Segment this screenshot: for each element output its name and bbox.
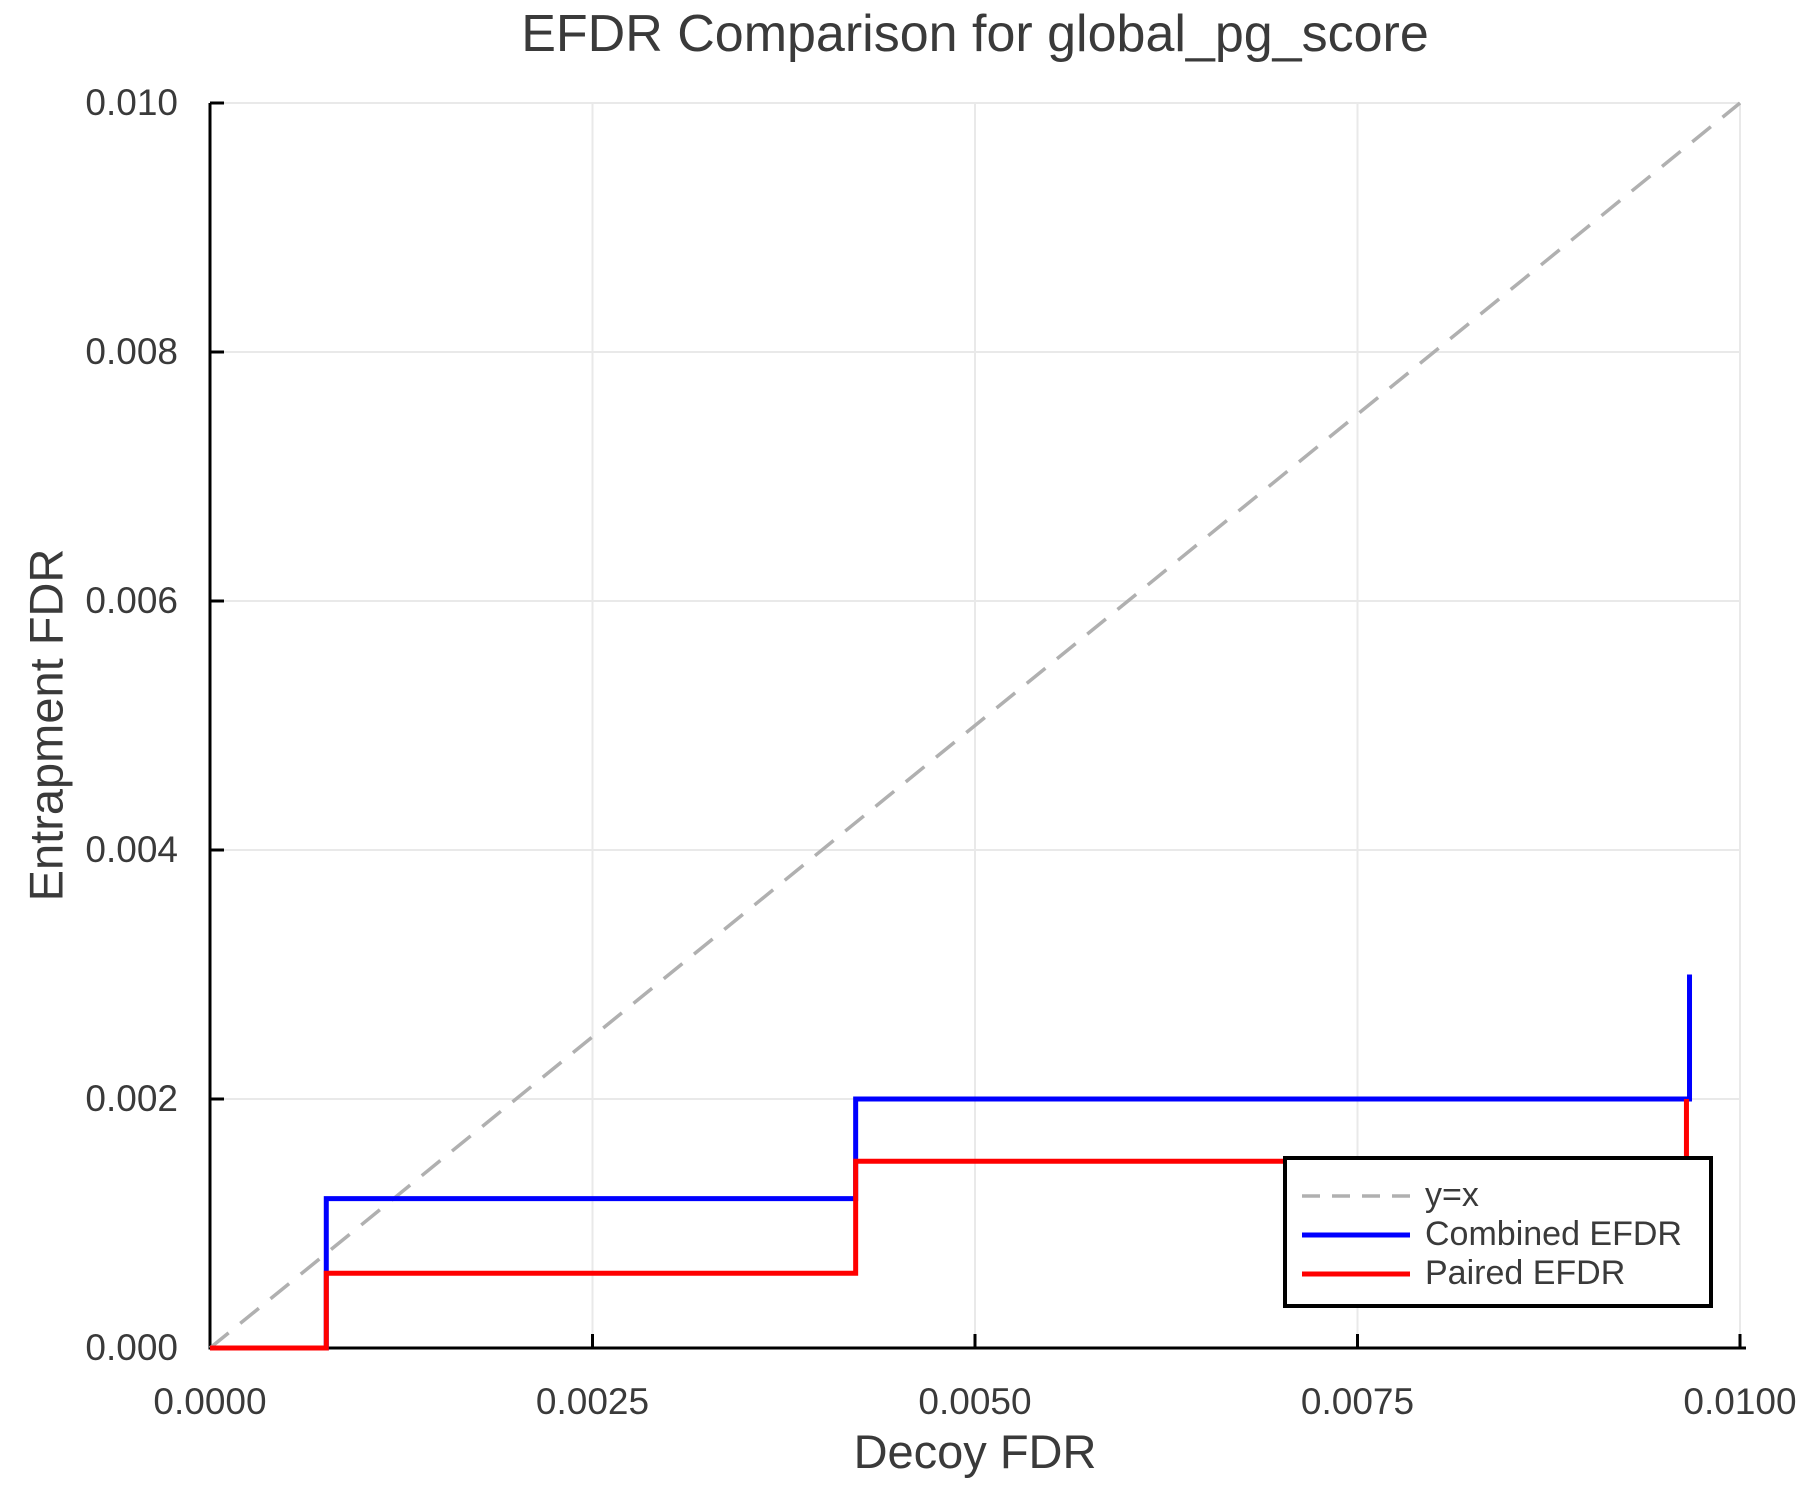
y-tick-label: 0.002: [85, 1078, 178, 1119]
legend-row-paired-efdr: Paired EFDR: [1300, 1254, 1709, 1293]
legend-label: y=x: [1425, 1176, 1479, 1214]
legend: y=x Combined EFDR Paired EFDR: [1283, 1156, 1713, 1308]
x-tick-label: 0.0025: [535, 1381, 650, 1422]
y-tick-label: 0.008: [85, 331, 178, 372]
legend-row-combined-efdr: Combined EFDR: [1300, 1215, 1709, 1254]
y-tick-label: 0.000: [85, 1327, 178, 1368]
x-axis-label: Decoy FDR: [853, 1425, 1097, 1478]
legend-row-y-x: y=x: [1300, 1176, 1709, 1215]
legend-label: Paired EFDR: [1425, 1254, 1626, 1292]
legend-line-sample-y-x: [1302, 1193, 1410, 1198]
legend-label: Combined EFDR: [1425, 1215, 1682, 1253]
y-axis-label: Entrapment FDR: [19, 548, 73, 902]
legend-line-sample-paired-efdr: [1302, 1271, 1410, 1276]
y-tick-label: 0.010: [85, 82, 178, 123]
chart-title: EFDR Comparison for global_pg_score: [521, 5, 1429, 63]
x-tick-label: 0.0100: [1683, 1381, 1797, 1422]
y-tick-label: 0.004: [85, 829, 178, 870]
y-tick-label: 0.006: [85, 580, 178, 621]
series-line-y-x: [208, 101, 1742, 1350]
x-tick-label: 0.0075: [1300, 1381, 1415, 1422]
x-tick-label: 0.0050: [918, 1381, 1032, 1422]
x-tick-label: 0.0000: [153, 1381, 267, 1422]
legend-line-sample-combined-efdr: [1302, 1232, 1410, 1237]
